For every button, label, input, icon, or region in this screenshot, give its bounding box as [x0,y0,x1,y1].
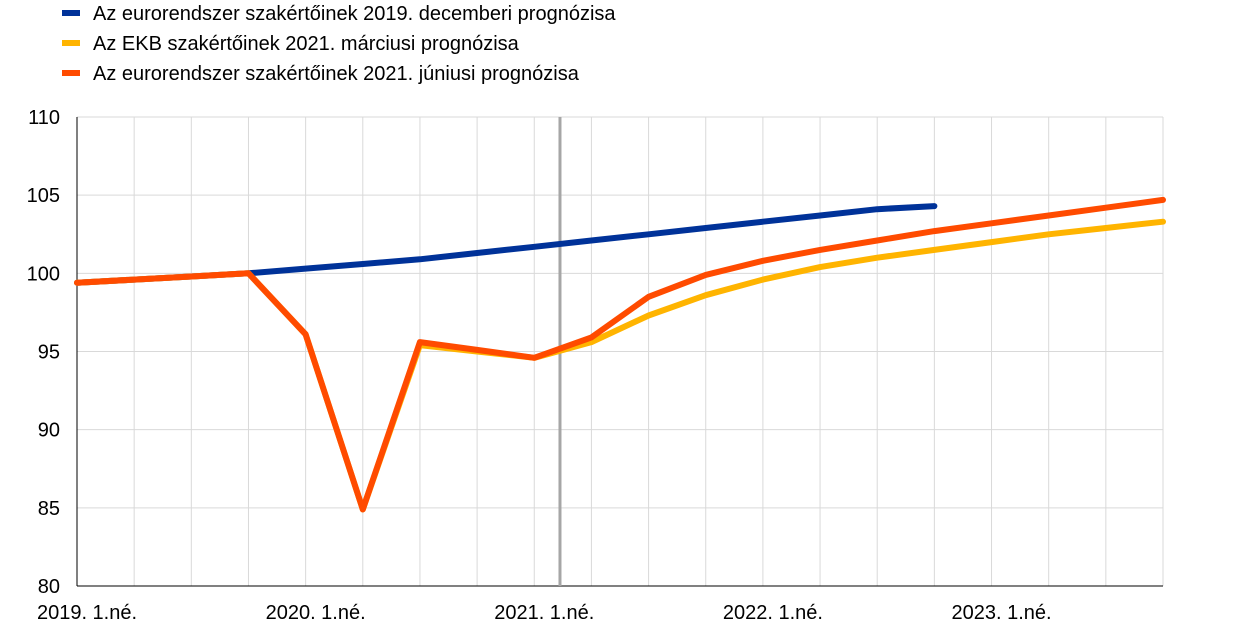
legend-label: Az eurorendszer szakértőinek 2021. júniu… [93,63,580,85]
y-tick-label: 85 [38,498,60,520]
y-tick-label: 100 [27,263,60,285]
y-axis-ticks: 80 85 90 95 100 105 110 [27,107,60,598]
legend-swatch [62,70,80,76]
legend-label: Az EKB szakértőinek 2021. márciusi progn… [93,33,520,55]
x-tick-label: 2022. 1.né. [723,602,823,624]
x-tick-label: 2023. 1.né. [951,602,1051,624]
series-line [74,196,1166,513]
y-tick-label: 90 [38,420,60,442]
y-tick-label: 80 [38,576,60,598]
y-tick-label: 105 [27,185,60,207]
legend-swatch [62,40,80,46]
x-tick-label: 2020. 1.né. [266,602,366,624]
grid [76,116,1164,587]
series-lines [74,196,1166,513]
y-tick-label: 110 [28,107,60,129]
series-line [74,218,1166,513]
x-tick-label: 2021. 1.né. [494,602,594,624]
legend-label: Az eurorendszer szakértőinek 2019. decem… [93,3,616,25]
y-tick-label: 95 [38,342,60,364]
legend-swatch [62,10,80,16]
x-axis-ticks: 2019. 1.né. 2020. 1.né. 2021. 1.né. 2022. 1… [37,602,1052,624]
legend: Az eurorendszer szakértőinek 2019. decem… [62,3,616,85]
x-tick-label: 2019. 1.né. [37,602,137,624]
